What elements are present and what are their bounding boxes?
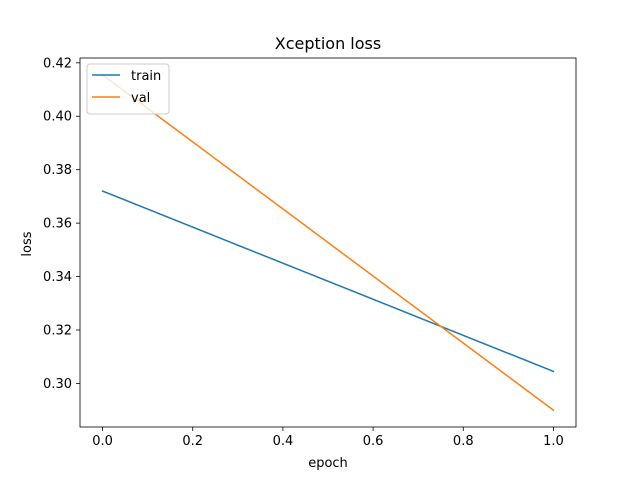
y-tick-label: 0.40	[43, 110, 72, 125]
x-axis-title: epoch	[308, 456, 348, 471]
legend: train val	[86, 63, 170, 115]
y-tick-label: 0.30	[43, 377, 72, 392]
series-line-val	[101, 73, 555, 412]
y-axis-title: loss	[20, 231, 35, 256]
legend-label-train: train	[131, 69, 161, 84]
x-tick-label: 0.2	[182, 434, 203, 449]
series-line-train	[101, 190, 555, 373]
y-tick-label: 0.32	[43, 324, 72, 339]
y-tick-label: 0.38	[43, 163, 72, 178]
chart-title: Xception loss	[275, 34, 381, 53]
x-tick-label: 0.8	[453, 434, 474, 449]
y-tick-label: 0.34	[43, 270, 72, 285]
y-tick-label: 0.36	[43, 217, 72, 232]
axes-frame	[79, 57, 577, 428]
x-tick-label: 1.0	[543, 434, 564, 449]
plot-area: 0.0 0.2 0.4 0.6 0.8 1.0 0.30 0.32 0.34 0.36 0.38 0.…	[43, 56, 577, 449]
y-tick-label: 0.42	[43, 56, 72, 71]
legend-label-val: val	[131, 91, 150, 106]
x-tick-label: 0.6	[363, 434, 384, 449]
x-tick-label: 0.4	[273, 434, 294, 449]
x-tick-label: 0.0	[92, 434, 113, 449]
legend-box	[86, 63, 170, 115]
